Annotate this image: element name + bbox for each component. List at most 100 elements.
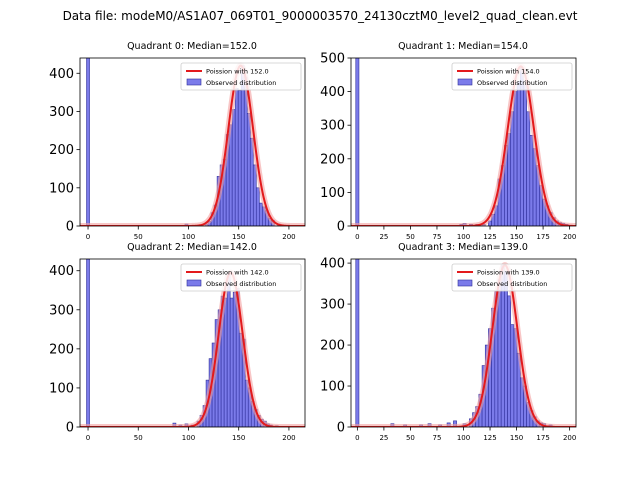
y-tick-label: 300	[49, 303, 74, 318]
subplot-quadrant-2: Quadrant 2: Median=142.0 0 50 100 150 200 0 10…	[49, 242, 306, 442]
x-tick-label: 150	[232, 434, 245, 442]
x-tick-label: 100	[457, 233, 470, 241]
y-tick-label: 0	[66, 421, 74, 436]
histogram-bar	[246, 113, 251, 226]
legend-box	[451, 62, 573, 91]
x-tick-label: 75	[433, 233, 442, 241]
legend-bar-swatch	[457, 279, 473, 287]
histogram-bar	[526, 111, 531, 226]
legend-label-poisson: Poission with 139.0	[477, 269, 540, 277]
y-tick-label: 100	[320, 186, 345, 201]
y-tick-label: 400	[49, 264, 74, 279]
histogram-bar	[249, 137, 254, 226]
x-tick-label: 100	[182, 233, 195, 241]
x-tick-label: 100	[182, 434, 195, 442]
legend: Poission with 139.0 Observed distribution	[451, 263, 573, 292]
figure-suptitle: Data file: modeM0/AS1A07_069T01_90000035…	[63, 9, 578, 23]
legend-label-observed: Observed distribution	[206, 280, 276, 288]
legend-label-observed: Observed distribution	[477, 280, 547, 288]
x-tick-label: 50	[406, 233, 415, 241]
legend-label-poisson: Poission with 142.0	[206, 269, 269, 277]
y-tick-label: 0	[337, 220, 345, 235]
x-tick-label: 200	[563, 434, 576, 442]
x-tick-label: 25	[379, 233, 388, 241]
histogram-bar	[231, 109, 236, 226]
y-tick-label: 200	[49, 143, 74, 158]
x-tick-label: 200	[282, 233, 295, 241]
histogram-bar	[519, 67, 524, 226]
x-tick-label: 50	[134, 233, 143, 241]
histogram-bar	[529, 134, 534, 226]
y-tick-label: 200	[320, 339, 345, 354]
poisson-curve-line	[351, 264, 576, 427]
y-tick-label: 100	[49, 181, 74, 196]
histogram-bar	[516, 81, 521, 226]
x-tick-label: 0	[355, 233, 359, 241]
y-tick-label: 200	[320, 152, 345, 167]
histogram-bar	[510, 111, 515, 226]
histogram-bar	[504, 270, 508, 427]
x-tick-label: 0	[355, 434, 359, 442]
x-tick-label: 125	[483, 434, 496, 442]
subplot-quadrant-1: Quadrant 1: Median=154.0 0 25 50 75 100 125 15…	[320, 41, 577, 241]
x-tick-label: 200	[563, 233, 576, 241]
legend-box	[180, 62, 302, 91]
histogram-bar	[86, 259, 90, 427]
legend-label-observed: Observed distribution	[477, 79, 547, 87]
histogram-bar	[355, 58, 360, 226]
histogram-bar	[507, 295, 512, 427]
y-tick-label: 400	[320, 257, 345, 272]
histogram-bar	[226, 272, 231, 427]
y-tick-label: 300	[320, 119, 345, 134]
y-tick-label: 400	[320, 85, 345, 100]
legend-label-observed: Observed distribution	[206, 79, 276, 87]
y-tick-label: 300	[320, 298, 345, 313]
legend: Poission with 142.0 Observed distribution	[180, 263, 302, 292]
y-tick-label: 0	[337, 421, 345, 436]
x-tick-label: 150	[510, 434, 523, 442]
y-tick-label: 100	[49, 381, 74, 396]
x-tick-label: 200	[282, 434, 295, 442]
x-tick-label: 0	[86, 434, 90, 442]
histogram-bar	[223, 297, 228, 427]
x-tick-label: 150	[232, 233, 245, 241]
legend-bar-swatch	[186, 279, 202, 287]
histogram-bar	[510, 324, 515, 427]
histogram-bar	[258, 202, 263, 226]
axes-frame	[79, 57, 306, 227]
histogram-bar	[252, 164, 257, 226]
y-tick-label: 100	[320, 380, 345, 395]
x-tick-label: 50	[134, 434, 143, 442]
legend-label-poisson: Poission with 152.0	[206, 68, 269, 76]
legend-label-poisson: Poission with 154.0	[477, 68, 540, 76]
histogram-bar	[232, 291, 237, 427]
legend-bar-swatch	[457, 78, 473, 86]
x-tick-label: 75	[433, 434, 442, 442]
legend-box	[180, 263, 302, 292]
y-tick-label: 400	[49, 67, 74, 82]
histogram-bar	[234, 88, 239, 226]
y-tick-label: 0	[66, 220, 74, 235]
subplot-quadrant-0: Quadrant 0: Median=152.0 0 50 100 150 200 0 10…	[49, 41, 306, 241]
x-tick-label: 25	[379, 434, 388, 442]
subplot-title: Quadrant 1: Median=154.0	[398, 41, 528, 52]
poisson-curve-line	[80, 271, 305, 427]
x-tick-label: 50	[406, 434, 415, 442]
subplot-title: Quadrant 0: Median=152.0	[127, 41, 257, 52]
histogram-bar	[86, 58, 90, 226]
x-tick-label: 175	[536, 233, 549, 241]
legend: Poission with 152.0 Observed distribution	[180, 62, 302, 91]
legend-bar-swatch	[186, 78, 202, 86]
histogram-bar	[355, 259, 360, 427]
histogram-bar	[513, 91, 518, 226]
x-tick-label: 100	[457, 434, 470, 442]
legend: Poission with 154.0 Observed distribution	[451, 62, 573, 91]
subplot-title: Quadrant 3: Median=139.0	[398, 242, 528, 253]
y-tick-label: 200	[49, 342, 74, 357]
y-tick-label: 500	[320, 52, 345, 67]
x-tick-label: 0	[86, 233, 90, 241]
histogram-bar	[237, 90, 242, 226]
x-tick-label: 125	[483, 233, 496, 241]
legend-box	[451, 263, 573, 292]
